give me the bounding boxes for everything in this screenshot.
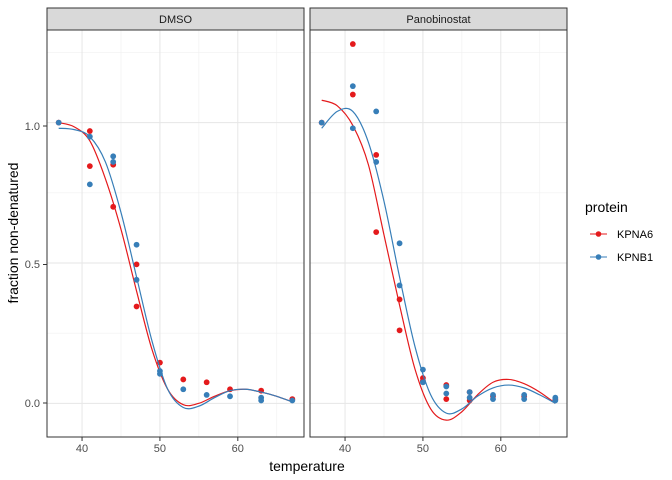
panel-border [46, 29, 305, 438]
plot-area-dmso [46, 29, 305, 438]
legend: protein KPNA6 KPNB1 [585, 199, 653, 264]
data-point-kpna6 [349, 91, 356, 98]
data-point-kpna6 [443, 396, 450, 403]
data-point-kpnb1 [396, 240, 403, 247]
legend-point [595, 254, 602, 260]
data-point-kpnb1 [373, 108, 380, 115]
data-point-kpna6 [349, 41, 356, 47]
x-tick-label: 40 [339, 443, 351, 455]
strip-label-panobinostat: Panobinostat [406, 14, 470, 26]
data-point-kpna6 [110, 203, 117, 210]
data-point-kpnb1 [373, 159, 380, 165]
x-axis: 40 50 60 40 50 60 [76, 437, 507, 455]
legend-label-kpnb1: KPNB1 [617, 252, 653, 264]
y-tick-label: 1.0 [25, 121, 40, 133]
data-point-kpnb1 [443, 390, 450, 397]
legend-key-kpnb1: KPNB1 [590, 252, 653, 264]
x-tick-label: 40 [76, 443, 88, 455]
y-axis: 0.0 0.5 1.0 [25, 121, 47, 410]
panel-background [310, 30, 567, 437]
fit-curve-kpnb1 [58, 127, 293, 410]
fit-curve-kpna6 [321, 99, 556, 421]
data-point-kpnb1 [349, 125, 356, 132]
data-point-kpnb1 [203, 391, 210, 398]
data-point-kpnb1 [521, 391, 528, 398]
data-point-kpna6 [373, 152, 380, 158]
data-point-kpna6 [86, 128, 93, 134]
data-point-kpna6 [396, 296, 403, 303]
data-point-kpnb1 [227, 393, 233, 400]
legend-point [595, 231, 602, 237]
fit-curve-kpnb1 [321, 107, 556, 415]
x-tick-label: 60 [232, 443, 244, 455]
x-axis-title: temperature [269, 458, 345, 474]
data-point-kpnb1 [110, 153, 117, 160]
data-point-kpnb1 [396, 282, 403, 289]
legend-title: protein [585, 199, 628, 215]
data-point-kpnb1 [420, 366, 426, 373]
strip-label-dmso: DMSO [159, 14, 192, 26]
data-point-kpna6 [180, 376, 187, 383]
data-point-kpnb1 [289, 397, 296, 404]
data-point-kpnb1 [420, 379, 426, 386]
data-point-kpnb1 [490, 396, 496, 403]
data-point-kpnb1 [133, 276, 140, 283]
data-point-kpnb1 [443, 383, 450, 390]
data-point-kpnb1 [110, 159, 117, 165]
data-point-kpna6 [203, 379, 210, 386]
data-point-kpnb1 [258, 397, 265, 404]
data-point-kpnb1 [521, 396, 528, 403]
x-tick-label: 50 [154, 443, 166, 455]
data-point-kpnb1 [552, 397, 559, 404]
data-point-kpnb1 [466, 394, 473, 401]
data-point-kpnb1 [318, 119, 325, 126]
legend-label-kpna6: KPNA6 [617, 229, 653, 241]
panel-panobinostat: Panobinostat [309, 7, 568, 438]
data-point-kpnb1 [157, 370, 163, 377]
y-tick-label: 0.5 [25, 259, 40, 271]
data-point-kpna6 [133, 303, 140, 310]
y-tick-label: 0.0 [25, 398, 40, 410]
x-tick-label: 50 [417, 443, 429, 455]
panel-dmso: DMSO [46, 7, 305, 438]
plot-area-panobinostat [309, 29, 568, 438]
legend-key-kpna6: KPNA6 [590, 229, 653, 241]
data-point-kpna6 [373, 229, 380, 235]
y-axis-title: fraction non-denatured [5, 163, 21, 304]
x-tick-label: 60 [495, 443, 507, 455]
data-point-kpnb1 [133, 241, 140, 248]
data-point-kpnb1 [180, 386, 187, 393]
data-point-kpna6 [133, 261, 140, 268]
data-point-kpna6 [86, 163, 93, 170]
data-point-kpna6 [396, 327, 403, 334]
data-point-kpnb1 [55, 119, 62, 126]
data-point-kpnb1 [466, 389, 473, 395]
data-point-kpnb1 [349, 83, 356, 90]
panel-background [47, 30, 304, 437]
data-point-kpnb1 [86, 133, 93, 140]
panel-border [309, 29, 568, 438]
data-point-kpnb1 [86, 181, 93, 188]
data-point-kpnb1 [490, 391, 496, 398]
